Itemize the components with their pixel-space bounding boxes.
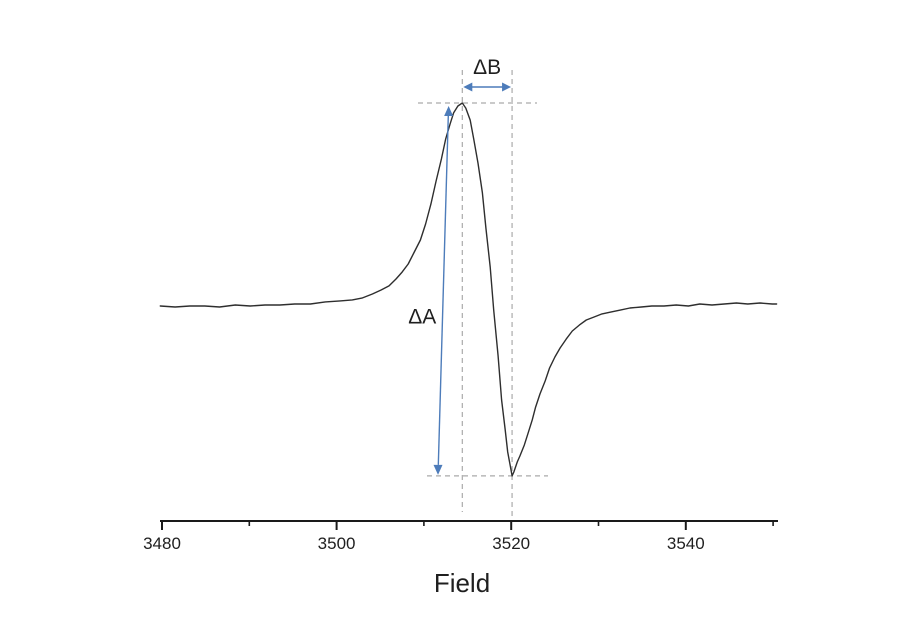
guide-lines [418, 70, 548, 518]
x-tick-label: 3480 [143, 534, 181, 553]
delta-a-annotation: ΔA [408, 106, 454, 475]
arrowhead-left-icon [463, 82, 473, 92]
arrowhead-down-icon [433, 464, 443, 475]
x-tick-label: 3540 [667, 534, 705, 553]
delta-b-label: ΔB [473, 56, 501, 79]
spectrum-curve [159, 102, 778, 477]
x-axis-title: Field [434, 568, 490, 598]
x-tick-label: 3520 [492, 534, 530, 553]
arrowhead-right-icon [502, 82, 512, 92]
arrowhead-up-icon [444, 106, 454, 116]
delta-a-label: ΔA [408, 305, 436, 328]
delta-b-annotation: ΔB [463, 56, 512, 92]
x-axis-tick-labels: 3480 3500 3520 3540 [143, 534, 705, 553]
delta-a-arrow-line [437, 114, 450, 465]
x-tick-label: 3500 [318, 534, 356, 553]
x-axis-ticks [161, 521, 774, 530]
x-axis: 3480 3500 3520 3540 [143, 520, 778, 553]
